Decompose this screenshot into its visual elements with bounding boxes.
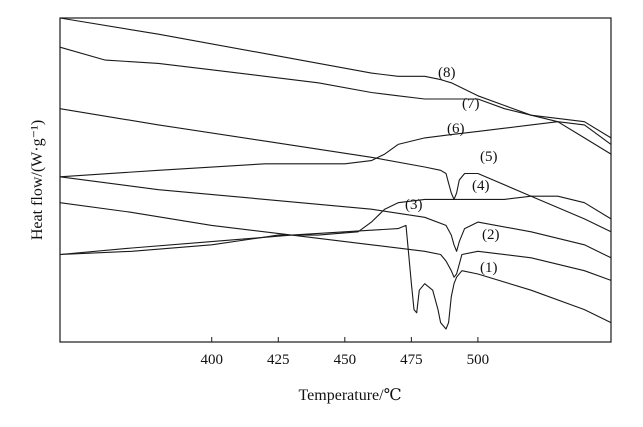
x-tick-label: 425 <box>267 352 290 368</box>
x-tick-label: 450 <box>334 352 357 368</box>
curve-label-5: (5) <box>480 149 498 165</box>
curve-2 <box>59 202 612 281</box>
curve-6 <box>59 108 612 233</box>
curve-3 <box>59 195 612 256</box>
x-tick-label: 400 <box>200 352 223 368</box>
x-axis-tick-labels: 400 425 450 475 500 <box>200 352 489 368</box>
curve-label-3: (3) <box>405 197 423 213</box>
curve-5 <box>59 121 612 178</box>
heat-flow-curves <box>59 17 612 330</box>
curve-label-2: (2) <box>482 227 500 243</box>
curve-label-1: (1) <box>480 260 498 276</box>
curve-label-4: (4) <box>472 178 490 194</box>
curve-7 <box>59 46 612 139</box>
curve-label-7: (7) <box>462 96 480 112</box>
curve-label-6: (6) <box>447 121 465 137</box>
plot-frame <box>59 17 612 343</box>
x-tick-label: 500 <box>467 352 490 368</box>
x-axis-ticks <box>211 337 479 342</box>
x-tick-label: 475 <box>400 352 423 368</box>
curve-1 <box>59 224 612 330</box>
y-axis-title: Heat flow/(W·g⁻¹) <box>29 120 46 240</box>
x-axis-title: Temperature/℃ <box>299 387 402 404</box>
curve-label-8: (8) <box>438 65 456 81</box>
curve-labels: (1) (2) (3) (4) (5) (6) (7) (8) <box>405 65 500 276</box>
curve-8 <box>59 17 612 155</box>
curve-4 <box>59 176 612 259</box>
